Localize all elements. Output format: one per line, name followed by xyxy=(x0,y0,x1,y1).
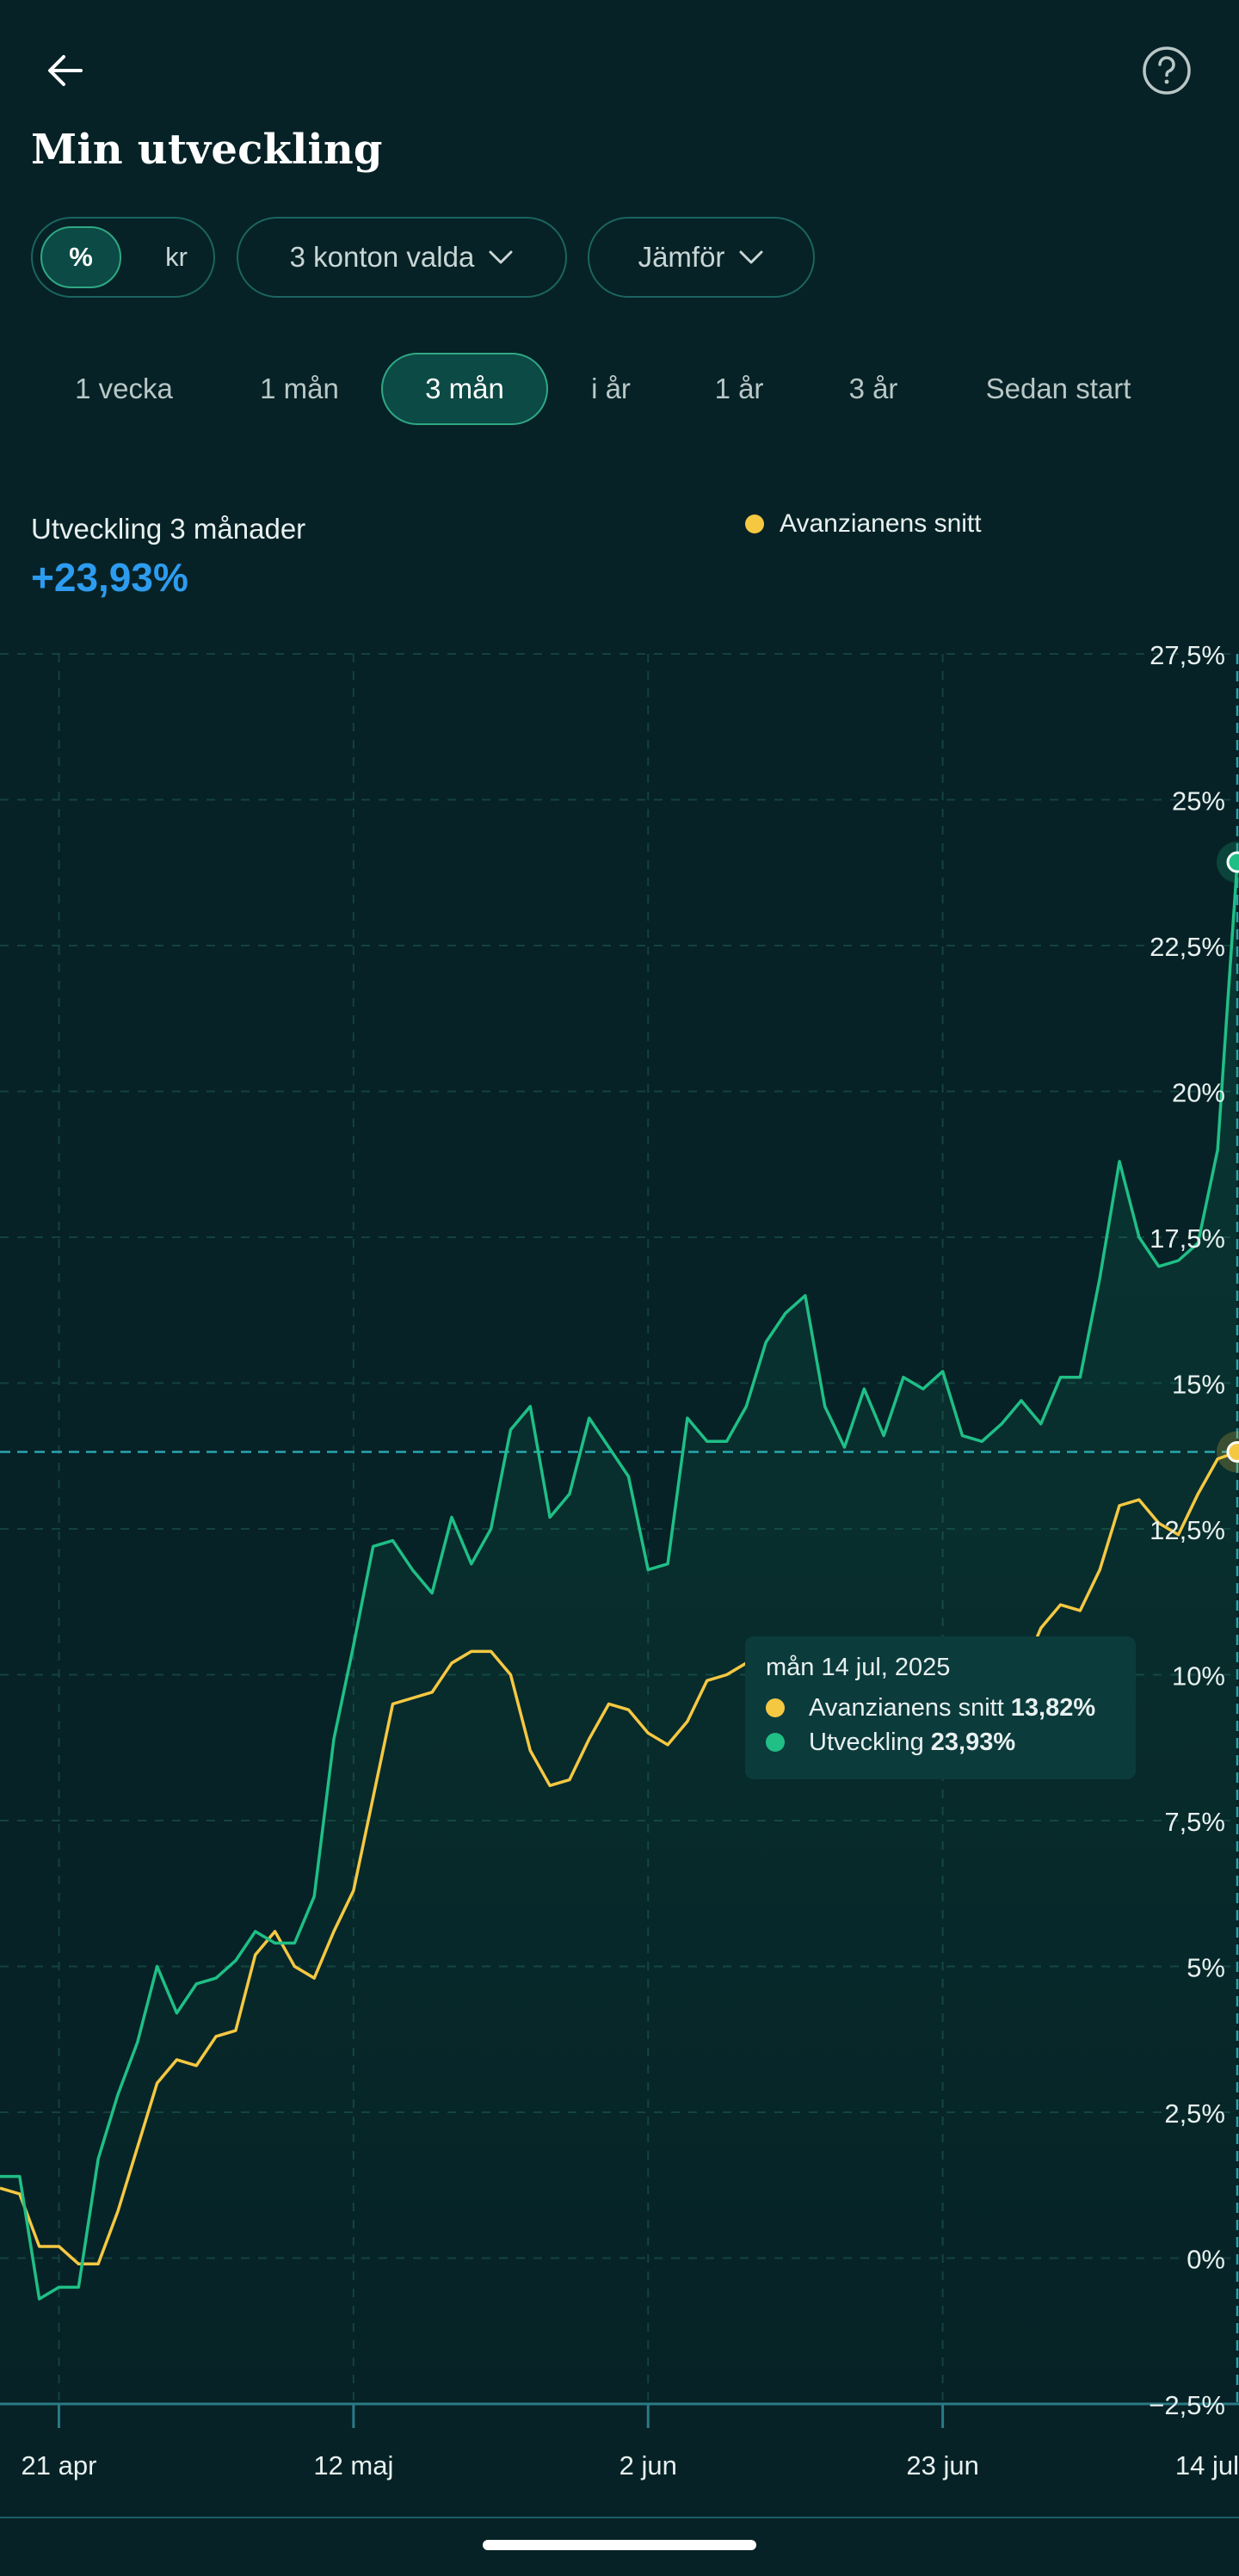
y-tick-label: 25% xyxy=(1172,786,1225,817)
tooltip-value-utveckling: 23,93% xyxy=(930,1728,1016,1756)
chart-tooltip: mån 14 jul, 2025 Avanzianens snitt 13,82… xyxy=(745,1636,1136,1779)
accounts-dropdown-label: 3 konton valda xyxy=(289,241,475,273)
compare-dropdown-label: Jämför xyxy=(638,241,725,273)
x-tick-label: 2 jun xyxy=(620,2450,677,2480)
tooltip-label-utveckling: Utveckling xyxy=(809,1728,924,1756)
accounts-dropdown[interactable]: 3 konton valda xyxy=(237,217,567,298)
x-tick-label: 14 jul xyxy=(1175,2450,1239,2480)
tooltip-dot-utveckling xyxy=(766,1733,785,1752)
unit-percent-option[interactable]: % xyxy=(40,226,121,288)
tab-sedan-start[interactable]: Sedan start xyxy=(985,373,1131,404)
y-tick-label: 10% xyxy=(1172,1661,1225,1692)
chart-legend: Avanzianens snitt xyxy=(745,509,982,539)
unit-toggle[interactable]: % kr xyxy=(31,217,215,298)
series-line-utveckling xyxy=(0,861,1239,2301)
y-tick-label: −2,5% xyxy=(1149,2390,1225,2420)
summary-label: Utveckling 3 månader xyxy=(31,513,306,545)
y-tick-label: 0% xyxy=(1187,2245,1225,2275)
page-title: Min utveckling xyxy=(31,126,383,174)
summary-value: +23,93% xyxy=(31,555,188,600)
question-circle-icon xyxy=(1143,46,1191,95)
back-button[interactable] xyxy=(33,38,98,103)
y-tick-label: 7,5% xyxy=(1164,1807,1225,1837)
tooltip-label-avanzianens-snitt: Avanzianens snitt xyxy=(809,1693,1004,1722)
utveckling-area xyxy=(0,862,1237,2404)
x-tick-label: 12 maj xyxy=(313,2450,393,2480)
chevron-down-icon xyxy=(489,250,513,264)
tab-3-man[interactable]: 3 mån xyxy=(381,353,548,425)
chevron-down-icon xyxy=(739,250,763,264)
tab-i-ar[interactable]: i år xyxy=(591,373,631,404)
end-marker-utveckling xyxy=(1226,851,1239,873)
x-tick-label: 21 apr xyxy=(22,2450,97,2480)
unit-kr-option[interactable]: kr xyxy=(165,242,188,272)
end-marker-avanzianens-snitt xyxy=(1226,1441,1239,1464)
tab-3-ar[interactable]: 3 år xyxy=(848,373,898,404)
tab-1-vecka[interactable]: 1 vecka xyxy=(75,373,173,404)
y-tick-label: 15% xyxy=(1172,1370,1225,1400)
legend-dot-avanzianens-snitt xyxy=(745,515,764,533)
y-tick-label: 27,5% xyxy=(1150,640,1225,670)
y-tick-label: 12,5% xyxy=(1150,1515,1225,1545)
y-tick-label: 20% xyxy=(1172,1078,1225,1108)
y-tick-label: 2,5% xyxy=(1164,2098,1225,2129)
y-tick-label: 22,5% xyxy=(1150,932,1225,962)
compare-dropdown[interactable]: Jämför xyxy=(588,217,815,298)
arrow-left-icon xyxy=(48,55,83,86)
tooltip-dot-avanzianens-snitt xyxy=(766,1698,785,1717)
tooltip-value-avanzianens-snitt: 13,82% xyxy=(1010,1693,1096,1722)
tooltip-row-utveckling: Utveckling 23,93% xyxy=(766,1725,1115,1759)
tab-1-man[interactable]: 1 mån xyxy=(260,373,339,404)
y-tick-label: 5% xyxy=(1187,1953,1225,1983)
range-tabs: 1 vecka 1 mån 3 mån i år 1 år 3 år Sedan… xyxy=(0,353,1239,425)
help-button[interactable] xyxy=(1139,43,1194,98)
y-tick-label: 17,5% xyxy=(1150,1223,1225,1254)
tooltip-row-avanzianens-snitt: Avanzianens snitt 13,82% xyxy=(766,1691,1115,1725)
tooltip-date: mån 14 jul, 2025 xyxy=(766,1654,951,1681)
home-indicator xyxy=(483,2540,756,2550)
legend-label-avanzianens-snitt: Avanzianens snitt xyxy=(780,509,982,538)
tab-1-ar[interactable]: 1 år xyxy=(714,373,764,404)
x-tick-label: 23 jun xyxy=(906,2450,978,2480)
